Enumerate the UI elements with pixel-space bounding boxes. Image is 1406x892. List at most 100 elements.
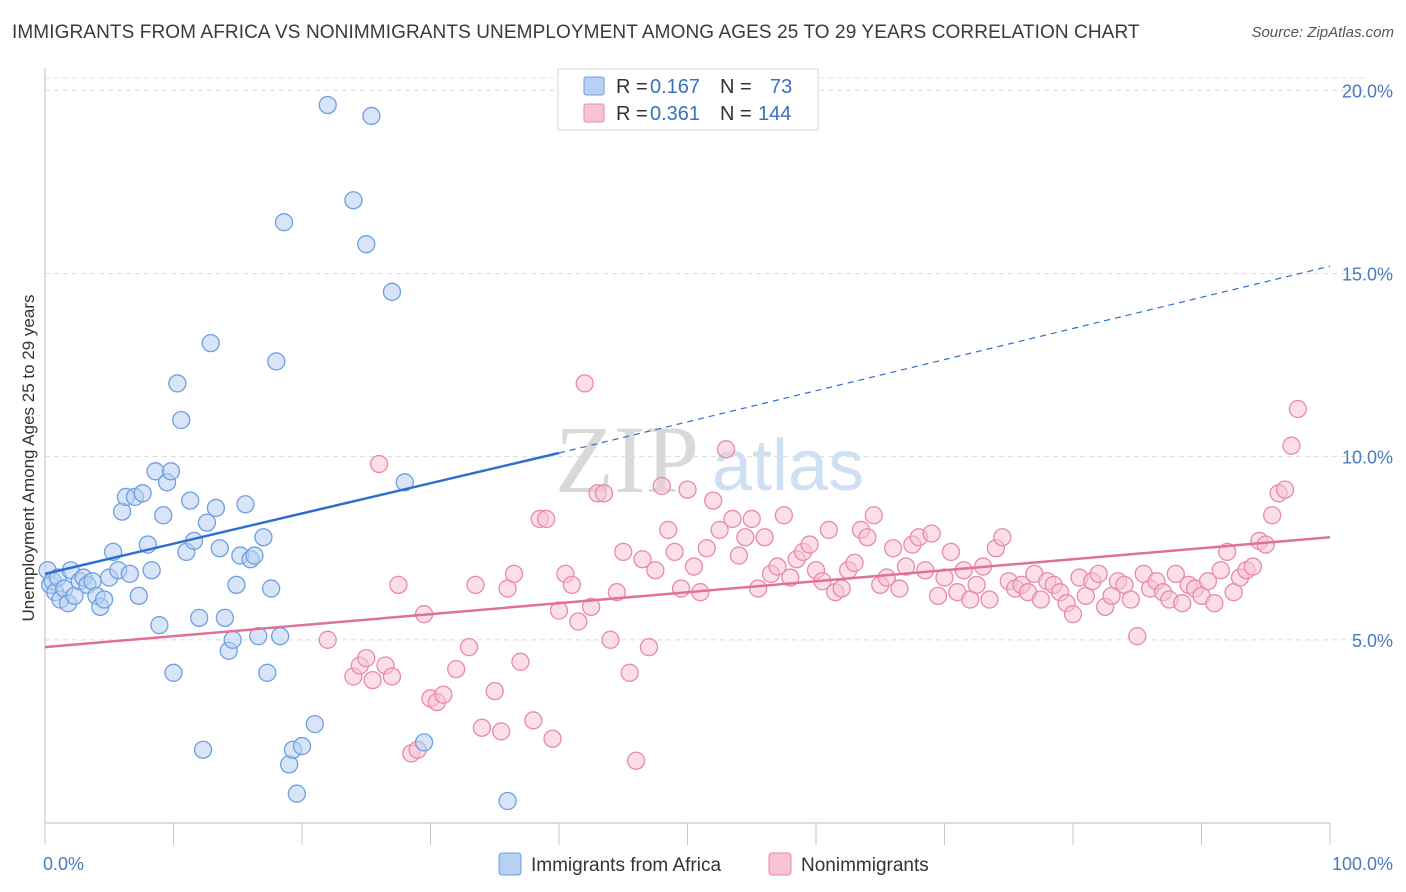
point-immigrants-africa — [227, 575, 246, 595]
watermark: ZIP atlas — [555, 406, 864, 513]
point-immigrants-africa — [161, 462, 181, 481]
legend-swatch-blue — [583, 76, 605, 96]
point-immigrants-africa — [120, 564, 139, 584]
point-nonimmigrants — [890, 579, 909, 598]
point-immigrants-africa — [498, 791, 517, 811]
point-nonimmigrants — [1121, 590, 1140, 609]
legend-r-label-2: R = — [616, 103, 648, 125]
point-immigrants-africa — [168, 374, 187, 393]
point-nonimmigrants — [749, 579, 768, 598]
point-immigrants-africa — [395, 473, 414, 492]
y-tick-label: 20.0% — [1342, 81, 1393, 101]
point-immigrants-africa — [129, 586, 148, 606]
point-immigrants-africa — [245, 546, 264, 565]
point-nonimmigrants — [1211, 561, 1230, 580]
point-nonimmigrants — [1275, 480, 1295, 499]
point-nonimmigrants — [466, 575, 485, 595]
point-nonimmigrants — [562, 575, 581, 595]
point-immigrants-africa — [414, 733, 434, 752]
bottom-legend: Immigrants from Africa Nonimmigrants — [498, 852, 929, 876]
point-nonimmigrants — [684, 557, 704, 576]
point-immigrants-africa — [305, 714, 325, 734]
point-nonimmigrants — [537, 509, 556, 529]
bottom-legend-label-pink: Nonimmigrants — [801, 855, 929, 876]
point-nonimmigrants — [980, 590, 999, 609]
tick-labels: 5.0% 10.0% 15.0% 20.0% 0.0% 100.0% — [43, 81, 1393, 874]
point-nonimmigrants — [620, 663, 639, 682]
point-nonimmigrants — [382, 667, 402, 686]
x-tick-label-min: 0.0% — [43, 854, 84, 874]
point-nonimmigrants — [601, 630, 620, 649]
point-nonimmigrants — [1031, 590, 1051, 609]
point-nonimmigrants — [1063, 605, 1083, 624]
point-nonimmigrants — [594, 484, 614, 503]
point-immigrants-africa — [382, 282, 402, 301]
y-axis-title: Unemployment Among Ages 25 to 29 years — [19, 295, 38, 622]
point-nonimmigrants — [575, 374, 594, 393]
point-nonimmigrants — [768, 557, 787, 576]
point-immigrants-africa — [254, 528, 273, 547]
point-immigrants-africa — [193, 740, 213, 759]
point-nonimmigrants — [543, 729, 562, 748]
bottom-legend-swatch-pink — [768, 852, 792, 876]
point-immigrants-africa — [318, 95, 337, 115]
trend-line-immigrants-solid — [44, 451, 560, 576]
point-immigrants-africa — [206, 498, 226, 518]
point-nonimmigrants — [729, 546, 749, 565]
point-nonimmigrants — [434, 685, 453, 704]
point-nonimmigrants — [1128, 627, 1147, 646]
point-immigrants-africa — [287, 784, 307, 803]
point-immigrants-africa — [210, 539, 229, 558]
point-nonimmigrants — [883, 539, 903, 558]
point-nonimmigrants — [710, 520, 729, 540]
point-immigrants-africa — [150, 616, 169, 635]
watermark-atlas: atlas — [712, 426, 864, 506]
point-immigrants-africa — [164, 663, 183, 682]
point-nonimmigrants — [511, 652, 530, 671]
point-immigrants-africa — [201, 333, 220, 353]
legend-n-label-1: N = — [720, 76, 752, 98]
point-nonimmigrants — [941, 542, 961, 562]
chart-title: IMMIGRANTS FROM AFRICA VS NONIMMIGRANTS … — [12, 22, 1140, 43]
point-nonimmigrants — [845, 553, 864, 573]
point-nonimmigrants — [447, 659, 466, 679]
point-nonimmigrants — [318, 630, 337, 649]
x-tick-label-max: 100.0% — [1332, 854, 1393, 874]
legend-n-value-2: 144 — [758, 103, 791, 125]
y-tick-label: 15.0% — [1342, 264, 1393, 284]
point-nonimmigrants — [832, 579, 851, 598]
point-nonimmigrants — [716, 440, 736, 459]
y-tick-label: 5.0% — [1352, 631, 1393, 651]
point-nonimmigrants — [922, 524, 941, 543]
point-nonimmigrants — [639, 638, 659, 657]
point-nonimmigrants — [485, 681, 504, 701]
point-nonimmigrants — [1288, 399, 1308, 419]
point-nonimmigrants — [626, 751, 646, 770]
point-immigrants-africa — [190, 608, 209, 627]
point-nonimmigrants — [652, 476, 671, 496]
point-immigrants-africa — [274, 213, 294, 232]
point-nonimmigrants — [800, 535, 819, 554]
point-nonimmigrants — [774, 506, 794, 525]
chart-source: Source: ZipAtlas.com — [1251, 24, 1394, 41]
point-nonimmigrants — [1205, 594, 1224, 613]
point-immigrants-africa — [172, 410, 191, 430]
top-legend: R = 0.167 N = 73 R = 0.361 N = 144 — [557, 68, 819, 131]
legend-swatch-pink — [583, 103, 605, 123]
point-nonimmigrants — [704, 491, 723, 510]
point-nonimmigrants — [472, 718, 492, 737]
point-nonimmigrants — [928, 586, 948, 606]
point-immigrants-africa — [292, 736, 312, 756]
point-immigrants-africa — [357, 235, 376, 254]
y-tick-label: 10.0% — [1342, 448, 1393, 468]
data-points — [38, 95, 1308, 811]
point-immigrants-africa — [154, 506, 173, 525]
legend-n-label-2: N = — [720, 103, 752, 125]
point-nonimmigrants — [1263, 506, 1282, 525]
point-nonimmigrants — [723, 509, 742, 529]
point-nonimmigrants — [742, 509, 761, 529]
point-nonimmigrants — [967, 575, 986, 595]
point-nonimmigrants — [646, 561, 665, 580]
trend-line-immigrants-dashed — [558, 265, 1331, 454]
point-nonimmigrants — [1089, 564, 1108, 584]
